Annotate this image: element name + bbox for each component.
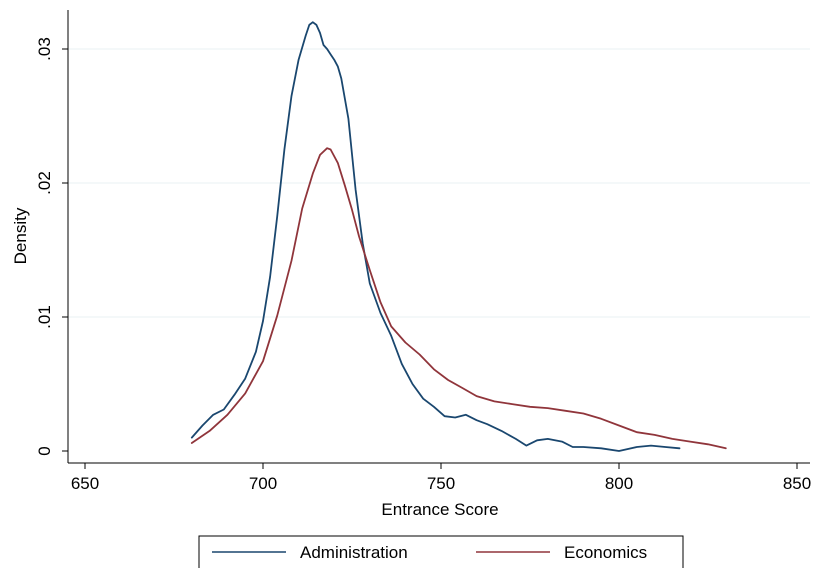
gridlines [68,48,810,318]
y-axis-label: Density [11,207,30,264]
x-tick-label-3: 800 [605,474,633,493]
x-axis-label: Entrance Score [381,500,498,519]
x-ticks: 650 700 750 800 850 [71,463,811,493]
series-line-economics [190,147,727,450]
y-tick-label-1: .01 [35,305,54,329]
x-tick-label-2: 750 [427,474,455,493]
series-line-administration [190,21,681,452]
x-tick-label-0: 650 [71,474,99,493]
legend: Administration Economics [198,535,684,568]
series-layer [190,21,727,452]
legend-label-economics: Economics [564,543,647,562]
axes [67,10,810,464]
x-tick-label-1: 700 [249,474,277,493]
x-tick-label-4: 850 [783,474,811,493]
y-tick-label-3: .03 [35,37,54,61]
y-tick-label-0: 0 [35,446,54,455]
y-tick-label-2: .02 [35,171,54,195]
y-ticks: 0 .01 .02 .03 [35,37,68,456]
legend-label-administration: Administration [300,543,408,562]
